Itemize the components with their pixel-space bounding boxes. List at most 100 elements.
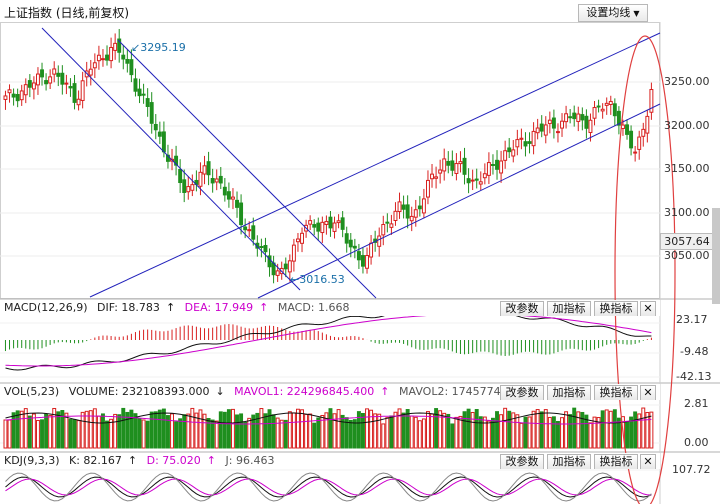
volume-bar xyxy=(186,413,191,449)
candle-body xyxy=(283,263,288,270)
volume-bar xyxy=(426,411,430,449)
volume-bar xyxy=(535,409,540,449)
candle-body xyxy=(300,232,304,244)
volume-bar xyxy=(231,408,235,449)
volume-bar xyxy=(645,411,650,449)
candle-body xyxy=(491,164,495,167)
macd-change-params-button[interactable]: 改参数 xyxy=(500,301,544,316)
candle-body xyxy=(348,239,353,248)
volume-bar xyxy=(612,409,617,449)
candle-body xyxy=(409,215,414,222)
candle-body xyxy=(438,169,443,174)
kdj-swap-indicator-button[interactable]: 换指标 xyxy=(594,454,638,469)
macd-close-icon[interactable]: ✕ xyxy=(640,301,656,316)
kdj-k-line xyxy=(5,476,652,498)
candle-body xyxy=(641,128,646,137)
candle-body xyxy=(214,178,219,183)
candle-body xyxy=(503,150,508,161)
settings-ma-button[interactable]: 设置均线 ▼ xyxy=(578,4,648,22)
candle-body xyxy=(332,222,337,232)
volume-bar xyxy=(56,411,61,449)
candle-body xyxy=(649,89,654,113)
volume-bar xyxy=(145,420,150,449)
volume-bar xyxy=(430,413,434,449)
low-value: 3016.53 xyxy=(299,273,345,286)
volume-bar xyxy=(442,412,447,449)
volume-bar xyxy=(48,414,53,449)
volume-bar xyxy=(564,411,569,449)
volume-bar xyxy=(450,423,455,449)
highlight-ellipse xyxy=(614,35,676,504)
candle-body xyxy=(149,102,154,124)
candle-body xyxy=(393,210,398,221)
candle-body xyxy=(198,171,203,187)
volume-bar xyxy=(348,419,353,449)
macd-swap-indicator-button[interactable]: 换指标 xyxy=(594,301,638,316)
kdj-change-params-button[interactable]: 改参数 xyxy=(500,454,544,469)
vol-close-icon[interactable]: ✕ xyxy=(640,385,656,400)
candle-body xyxy=(568,116,573,119)
volume-bar xyxy=(328,408,333,449)
vol-add-indicator-button[interactable]: 加指标 xyxy=(547,385,591,400)
volume-bar xyxy=(15,410,20,449)
volume-bar xyxy=(584,414,589,449)
candle-body xyxy=(40,69,44,78)
candle-body xyxy=(109,46,114,62)
volume-bar xyxy=(417,420,422,449)
vol-change-params-button[interactable]: 改参数 xyxy=(500,385,544,400)
volume-bar xyxy=(625,421,629,449)
candle-body xyxy=(105,54,109,61)
volume-bar xyxy=(304,413,309,449)
candle-body xyxy=(15,94,20,102)
kdj-name: KDJ(9,3,3) xyxy=(4,454,60,467)
trend-line xyxy=(89,32,661,298)
candle-body xyxy=(247,229,252,232)
volume-bar xyxy=(194,412,199,449)
candle-body xyxy=(633,151,638,154)
macd-add-indicator-button[interactable]: 加指标 xyxy=(547,301,591,316)
candle-body xyxy=(141,93,146,96)
candle-body xyxy=(308,220,313,225)
volume-bar xyxy=(324,412,329,449)
candle-body xyxy=(44,80,49,85)
volume-bar xyxy=(369,409,374,449)
candle-body xyxy=(645,115,650,134)
volume-bar xyxy=(178,418,183,449)
kdj-close-icon[interactable]: ✕ xyxy=(640,454,656,469)
candle-body xyxy=(92,62,97,69)
volume-bar xyxy=(117,414,122,449)
volume-bar xyxy=(137,418,142,449)
volume-bar xyxy=(377,413,382,449)
volume-bar xyxy=(161,408,166,449)
volume-bar xyxy=(580,411,585,449)
volume-bar xyxy=(308,413,313,449)
candle-body xyxy=(405,204,410,219)
volume-bar xyxy=(352,419,357,449)
candle-body xyxy=(442,158,447,172)
candle-body xyxy=(369,242,374,258)
vol-header: VOL(5,23) VOLUME: 232108393.000 ↓ MAVOL1:… xyxy=(0,384,660,400)
current-price-label: 3057.64 xyxy=(660,233,714,250)
settings-ma-label: 设置均线 xyxy=(586,6,631,19)
kdj-k: K: 82.167 xyxy=(69,454,122,467)
vertical-scrollbar[interactable] xyxy=(712,208,720,304)
candle-body xyxy=(275,270,280,276)
vol-swap-indicator-button[interactable]: 换指标 xyxy=(594,385,638,400)
volume-bar xyxy=(206,418,211,449)
volume-bar xyxy=(60,410,65,449)
candle-body xyxy=(3,95,8,100)
macd-tick: 23.17 xyxy=(676,313,708,326)
period-label: (日线,前复权) xyxy=(55,6,130,20)
volume-bar xyxy=(389,415,394,449)
kdj-add-indicator-button[interactable]: 加指标 xyxy=(547,454,591,469)
candle-body xyxy=(478,181,483,185)
volume-bar xyxy=(486,420,491,449)
volume-bar xyxy=(129,409,134,449)
volume-bar xyxy=(52,407,57,449)
volume-bar xyxy=(462,411,467,449)
vol-name: VOL(5,23) xyxy=(4,385,60,398)
volume-bar xyxy=(458,415,463,449)
volume-bar xyxy=(397,408,402,449)
volume-bar xyxy=(616,417,621,449)
